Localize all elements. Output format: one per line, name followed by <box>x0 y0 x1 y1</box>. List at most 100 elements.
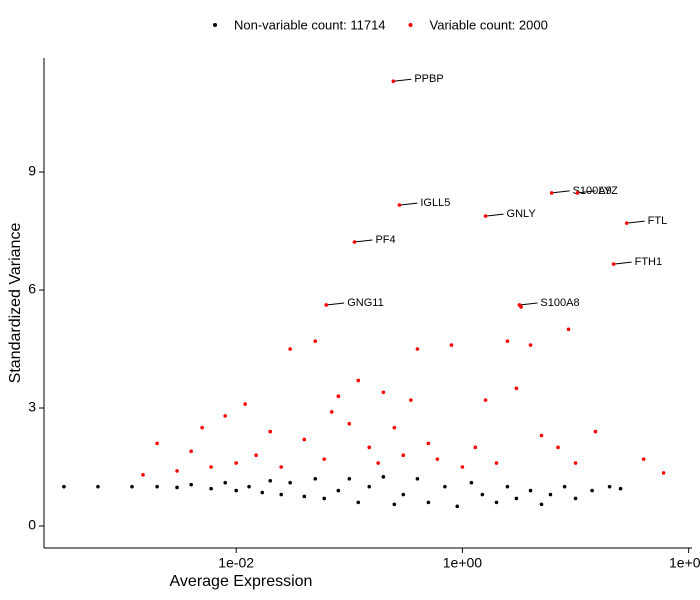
point <box>336 394 341 399</box>
point <box>391 79 396 84</box>
annotation-line <box>326 302 345 306</box>
point <box>367 445 372 450</box>
point <box>443 484 447 489</box>
point <box>130 484 134 489</box>
point <box>401 492 406 497</box>
point <box>494 500 499 505</box>
point <box>155 484 159 489</box>
point <box>247 484 251 489</box>
point <box>514 496 519 501</box>
x-tick-label: 1e+02 <box>669 555 700 571</box>
point <box>352 240 357 244</box>
point <box>189 449 193 454</box>
x-axis-label: Average Expression <box>170 573 313 590</box>
point <box>409 398 413 402</box>
point <box>324 303 329 307</box>
point <box>200 425 204 430</box>
annotation-label: LYZ <box>598 185 618 197</box>
point <box>336 488 341 493</box>
annotation-line <box>551 190 570 194</box>
point <box>469 480 474 485</box>
point <box>528 488 533 493</box>
point <box>539 433 544 438</box>
point <box>593 429 598 434</box>
point <box>313 476 318 481</box>
point <box>288 347 292 351</box>
point <box>483 398 488 402</box>
annotation-label: GNLY <box>507 208 537 220</box>
point <box>611 262 616 266</box>
point <box>234 461 238 465</box>
point <box>435 457 440 461</box>
point <box>494 461 499 465</box>
annotation-label: FTH1 <box>635 256 663 268</box>
point <box>549 191 554 195</box>
point <box>661 471 666 475</box>
legend-marker <box>408 23 413 27</box>
point <box>618 486 623 491</box>
point <box>415 347 420 351</box>
legend-label: Variable count: 2000 <box>430 17 548 32</box>
y-tick-label: 0 <box>28 517 36 533</box>
legend-label: Non-variable count: 11714 <box>234 17 386 32</box>
point <box>556 445 560 450</box>
point <box>96 484 100 489</box>
annotation-label: PF4 <box>375 234 395 246</box>
y-tick-label: 3 <box>28 399 36 415</box>
point <box>322 496 327 501</box>
point <box>279 492 284 497</box>
point <box>381 390 386 395</box>
point <box>449 343 454 347</box>
point <box>573 496 578 501</box>
point <box>415 476 420 481</box>
point <box>279 465 284 469</box>
point <box>426 500 431 505</box>
annotation-line <box>626 220 645 224</box>
point <box>243 402 247 406</box>
annotation-label: PPBP <box>414 73 443 85</box>
point <box>223 414 228 418</box>
point <box>641 457 646 461</box>
point <box>505 484 510 489</box>
point <box>268 429 273 434</box>
point <box>329 410 334 414</box>
y-tick-label: 6 <box>28 281 36 297</box>
point <box>455 504 460 509</box>
annotation-line <box>354 239 373 243</box>
point <box>288 480 292 485</box>
point <box>548 492 553 497</box>
point <box>376 461 380 465</box>
annotation-line <box>393 78 412 82</box>
point <box>381 475 386 479</box>
point <box>356 378 361 383</box>
point <box>175 469 179 473</box>
legend-marker <box>213 23 217 27</box>
point <box>514 386 519 391</box>
annotation-line <box>399 202 418 206</box>
y-axis-label: Standardized Variance <box>7 223 24 384</box>
point <box>528 343 533 347</box>
annotation-line <box>613 261 632 265</box>
point <box>480 492 485 497</box>
point <box>575 191 580 195</box>
annotation-label: GNG11 <box>347 297 383 309</box>
point <box>62 484 66 489</box>
point <box>401 453 406 457</box>
point <box>367 484 372 489</box>
point <box>155 441 159 446</box>
point <box>590 488 594 493</box>
point <box>223 480 228 485</box>
point <box>539 502 544 507</box>
point <box>254 453 258 457</box>
point <box>209 486 213 491</box>
point <box>322 457 327 461</box>
x-tick-label: 1e-02 <box>218 555 254 571</box>
x-tick-label: 1e+00 <box>443 555 483 571</box>
point <box>347 476 352 481</box>
point <box>392 502 397 507</box>
point <box>566 327 571 332</box>
point <box>189 482 193 487</box>
point <box>397 203 402 207</box>
point <box>483 214 488 218</box>
